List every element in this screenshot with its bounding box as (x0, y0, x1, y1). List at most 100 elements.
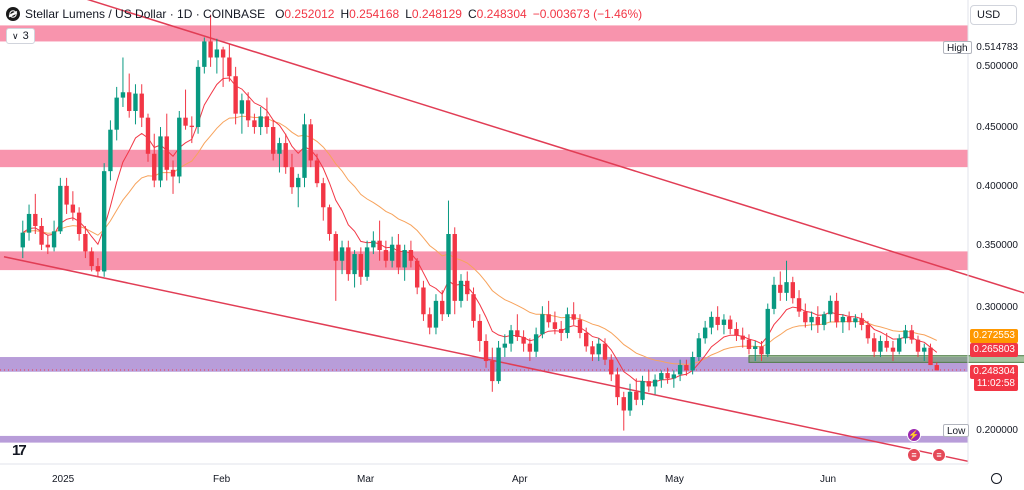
candle[interactable] (677, 359, 683, 382)
candle[interactable] (615, 367, 620, 406)
candle[interactable] (546, 300, 551, 328)
candle[interactable] (715, 306, 720, 331)
candle[interactable] (133, 84, 138, 125)
candle[interactable] (308, 119, 313, 168)
candle[interactable] (878, 335, 883, 358)
candle[interactable] (646, 370, 651, 392)
candle[interactable] (327, 204, 332, 241)
candle[interactable] (39, 217, 44, 251)
candle[interactable] (26, 204, 32, 241)
candle[interactable] (834, 292, 839, 328)
candle[interactable] (665, 367, 670, 384)
candle[interactable] (64, 177, 69, 214)
candle[interactable] (145, 113, 151, 162)
candle[interactable] (433, 294, 439, 335)
candle[interactable] (778, 271, 783, 301)
candle[interactable] (903, 324, 908, 344)
candle[interactable] (20, 220, 25, 259)
candle[interactable] (458, 274, 464, 308)
candle[interactable] (490, 347, 495, 392)
candle[interactable] (414, 258, 420, 295)
candle[interactable] (277, 137, 282, 173)
candle[interactable] (483, 334, 489, 368)
candles-layer[interactable] (20, 14, 939, 431)
candle[interactable] (139, 84, 144, 128)
candle[interactable] (915, 335, 921, 358)
candle[interactable] (189, 116, 194, 144)
us-flag-event-icon[interactable]: ≡ (907, 448, 921, 462)
candle[interactable] (333, 231, 338, 301)
candle[interactable] (177, 110, 182, 184)
candle[interactable] (220, 46, 226, 87)
candle[interactable] (101, 163, 107, 277)
candle[interactable] (120, 57, 126, 107)
candle[interactable] (202, 37, 207, 74)
candle[interactable] (897, 334, 902, 355)
candle[interactable] (652, 374, 658, 395)
candle[interactable] (233, 66, 238, 125)
candle[interactable] (690, 351, 695, 375)
currency-select[interactable]: USD (970, 5, 1017, 25)
candle[interactable] (477, 314, 482, 352)
candle[interactable] (383, 240, 389, 268)
candle[interactable] (352, 250, 357, 288)
candle[interactable] (364, 240, 370, 281)
candle[interactable] (634, 378, 639, 406)
candle[interactable] (890, 340, 896, 362)
candle[interactable] (734, 322, 739, 341)
candle[interactable] (609, 354, 614, 382)
candle[interactable] (440, 290, 445, 321)
candle[interactable] (922, 343, 927, 362)
candle[interactable] (521, 330, 526, 352)
candle[interactable] (452, 227, 457, 315)
candle[interactable] (164, 113, 169, 181)
candle[interactable] (76, 207, 82, 241)
candle[interactable] (740, 327, 745, 348)
candle[interactable] (859, 312, 864, 331)
candle[interactable] (853, 314, 858, 328)
candle[interactable] (596, 338, 601, 362)
candle[interactable] (252, 113, 257, 134)
candle[interactable] (759, 340, 764, 362)
candle[interactable] (815, 306, 821, 333)
candle[interactable] (602, 338, 608, 366)
candle[interactable] (809, 311, 814, 331)
candle[interactable] (283, 133, 288, 174)
candle[interactable] (195, 60, 201, 134)
candle[interactable] (314, 153, 320, 188)
candle[interactable] (796, 290, 802, 317)
candle[interactable] (471, 287, 476, 328)
candle[interactable] (158, 127, 163, 188)
candle[interactable] (934, 362, 939, 371)
candle[interactable] (721, 314, 727, 335)
candle[interactable] (427, 307, 432, 335)
candle[interactable] (696, 332, 702, 362)
candle[interactable] (108, 120, 113, 181)
candle[interactable] (515, 314, 520, 341)
candle[interactable] (465, 271, 470, 301)
symbol-title[interactable]: Stellar Lumens / US Dollar · 1D · COINBA… (25, 7, 266, 21)
candle[interactable] (114, 86, 119, 141)
candle[interactable] (533, 327, 539, 358)
candle[interactable] (152, 133, 157, 188)
candle[interactable] (239, 93, 245, 134)
candle[interactable] (127, 73, 132, 118)
candle[interactable] (33, 193, 38, 235)
candle[interactable] (821, 311, 827, 331)
candle[interactable] (408, 240, 414, 268)
us-flag-event-icon-2[interactable]: ≡ (932, 448, 946, 462)
candle[interactable] (421, 280, 426, 321)
candle[interactable] (346, 240, 351, 281)
candle[interactable] (358, 247, 364, 285)
candle[interactable] (790, 276, 795, 304)
candle[interactable] (508, 324, 514, 352)
candle[interactable] (803, 303, 808, 328)
candle[interactable] (627, 383, 633, 416)
candle[interactable] (884, 332, 889, 352)
candle[interactable] (51, 220, 57, 252)
candle[interactable] (828, 295, 833, 323)
candle[interactable] (45, 235, 51, 255)
candle[interactable] (558, 320, 564, 341)
candle[interactable] (245, 92, 251, 128)
